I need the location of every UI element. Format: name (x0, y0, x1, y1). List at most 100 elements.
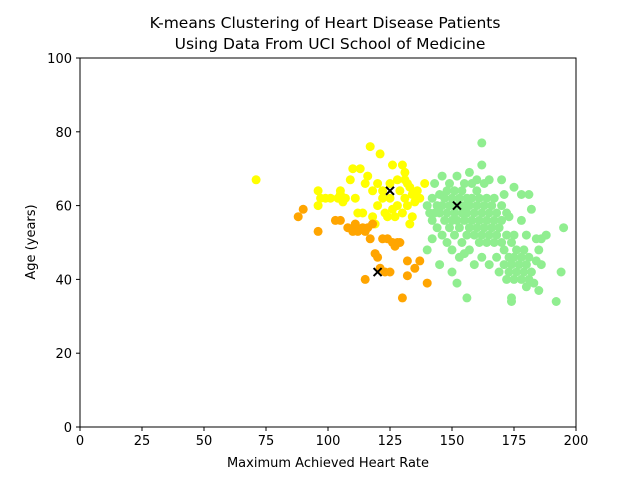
data-point-cluster-3 (484, 260, 494, 270)
data-point-cluster-1 (392, 175, 402, 185)
data-point-cluster-2 (402, 271, 412, 281)
data-point-cluster-1 (350, 193, 360, 203)
data-point-cluster-3 (497, 175, 507, 185)
data-point-cluster-3 (492, 230, 502, 240)
data-point-cluster-3 (437, 171, 447, 181)
data-point-cluster-3 (445, 179, 454, 188)
data-point-cluster-3 (536, 260, 546, 270)
data-point-cluster-1 (338, 197, 348, 207)
data-point-cluster-2 (360, 274, 370, 284)
data-point-cluster-3 (437, 201, 447, 211)
data-point-cluster-3 (504, 212, 514, 222)
data-point-cluster-3 (551, 297, 561, 306)
centroid-marker-2 (372, 267, 383, 277)
data-point-cluster-3 (472, 201, 482, 211)
data-point-cluster-3 (450, 208, 459, 218)
data-point-cluster-3 (435, 208, 445, 218)
data-point-cluster-3 (457, 186, 467, 196)
data-point-cluster-3 (499, 245, 509, 255)
data-point-cluster-3 (516, 190, 526, 199)
data-point-cluster-3 (454, 193, 464, 203)
data-point-cluster-1 (397, 160, 407, 170)
data-point-cluster-3 (507, 297, 516, 306)
data-point-cluster-3 (464, 223, 474, 233)
chart-title-line-1: K-means Clustering of Heart Disease Pati… (150, 14, 501, 32)
x-tick-label: 25 (134, 434, 151, 449)
y-tick-label: 20 (55, 347, 72, 362)
data-point-cluster-3 (514, 260, 524, 270)
data-point-cluster-3 (435, 260, 445, 270)
data-point-cluster-1 (360, 179, 370, 188)
data-point-cluster-3 (524, 252, 534, 262)
centroid-marker-3 (452, 200, 462, 211)
data-point-cluster-3 (516, 215, 526, 225)
data-point-cluster-3 (464, 167, 474, 177)
data-point-cluster-3 (519, 267, 529, 277)
y-tick-label: 40 (55, 273, 72, 288)
data-point-cluster-1 (335, 186, 345, 196)
data-point-cluster-3 (452, 171, 462, 181)
data-point-cluster-3 (499, 190, 509, 199)
data-points (251, 138, 569, 306)
data-point-cluster-3 (502, 274, 512, 284)
data-point-cluster-3 (482, 215, 492, 225)
data-point-cluster-1 (373, 179, 383, 188)
data-point-cluster-3 (467, 193, 477, 203)
data-point-cluster-3 (484, 230, 494, 240)
data-point-cluster-3 (445, 201, 454, 211)
data-point-cluster-3 (447, 267, 457, 277)
data-point-cluster-3 (494, 267, 504, 277)
x-tick-label: 0 (76, 434, 84, 449)
data-point-cluster-3 (492, 208, 502, 218)
data-point-cluster-3 (427, 234, 437, 244)
data-point-cluster-3 (477, 252, 487, 262)
data-point-cluster-3 (447, 245, 457, 255)
data-point-cluster-3 (497, 215, 507, 225)
data-point-cluster-2 (415, 256, 425, 266)
data-point-cluster-1 (373, 201, 383, 211)
data-point-cluster-2 (350, 219, 360, 229)
data-point-cluster-3 (507, 238, 516, 247)
data-point-cluster-3 (482, 193, 492, 203)
data-point-cluster-3 (432, 223, 442, 233)
data-point-cluster-1 (405, 182, 415, 192)
data-point-cluster-3 (440, 193, 450, 203)
x-axis-ticks: 0 25 50 75 100 125 150 175 200 (76, 427, 588, 449)
data-point-cluster-3 (502, 230, 512, 240)
data-point-cluster-3 (459, 249, 469, 259)
data-point-cluster-2 (402, 256, 412, 266)
data-point-cluster-3 (445, 223, 454, 233)
data-point-cluster-3 (492, 252, 502, 262)
data-point-cluster-3 (462, 293, 472, 303)
data-point-cluster-3 (494, 223, 504, 233)
data-point-cluster-2 (298, 204, 308, 214)
x-tick-label: 175 (502, 434, 527, 449)
data-point-cluster-3 (504, 267, 514, 277)
data-point-cluster-1 (313, 201, 323, 211)
data-point-cluster-3 (472, 223, 482, 233)
data-point-cluster-3 (442, 238, 452, 247)
data-point-cluster-1 (368, 186, 378, 196)
data-point-cluster-1 (392, 201, 402, 211)
centroid-markers (372, 186, 462, 277)
data-point-cluster-1 (313, 186, 323, 196)
data-point-cluster-3 (541, 230, 551, 240)
data-point-cluster-3 (519, 245, 529, 255)
data-point-cluster-1 (397, 208, 407, 218)
data-point-cluster-1 (348, 164, 358, 174)
data-point-cluster-3 (482, 238, 492, 247)
data-point-cluster-3 (489, 238, 499, 247)
data-point-cluster-1 (345, 175, 355, 185)
data-point-cluster-3 (484, 175, 494, 185)
data-point-cluster-2 (397, 293, 407, 303)
x-tick-label: 100 (316, 434, 341, 449)
data-point-cluster-3 (497, 238, 507, 247)
data-point-cluster-1 (383, 212, 392, 222)
data-point-cluster-3 (497, 201, 507, 211)
data-point-cluster-3 (469, 230, 479, 240)
data-point-cluster-3 (467, 215, 477, 225)
data-point-cluster-3 (462, 208, 472, 218)
data-point-cluster-3 (487, 201, 497, 211)
data-point-cluster-3 (459, 215, 469, 225)
y-tick-label: 80 (55, 126, 72, 141)
